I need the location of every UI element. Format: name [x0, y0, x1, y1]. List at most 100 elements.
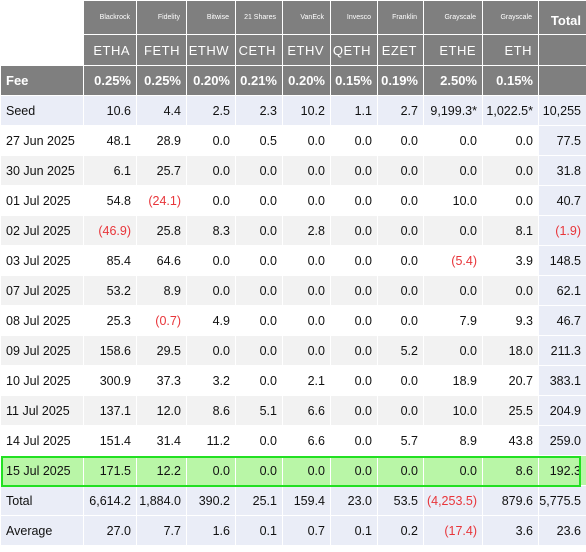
flow-cell: 0.0 — [282, 275, 331, 306]
table-body: Seed 10.6 4.4 2.5 2.3 10.2 1.1 2.7 9,199.3* 1,022… — [0, 95, 586, 546]
flow-cell: 28.9 — [136, 125, 187, 156]
fee-label: Fee — [0, 65, 84, 96]
ticker-label: QETH — [330, 34, 378, 66]
flow-cell: 10.6 — [83, 95, 137, 126]
flow-cell: 2.5 — [186, 95, 236, 126]
total-column-header: Total — [538, 0, 586, 35]
row-total-cell: 211.3 — [538, 335, 586, 366]
flow-cell: 18.0 — [482, 335, 539, 366]
flow-cell: 8.9 — [136, 275, 187, 306]
fee-value: 0.21% — [235, 65, 283, 96]
issuer-label: Fidelity — [136, 0, 187, 35]
row-total-cell: 40.7 — [538, 185, 586, 216]
flow-cell: 0.0 — [377, 455, 424, 486]
table-row: 02 Jul 2025 (46.9) 25.8 8.3 0.0 2.8 0.0 0.0 0.0 8… — [0, 215, 586, 246]
flow-cell: 171.5 — [83, 455, 137, 486]
flow-cell: 1,022.5* — [482, 95, 539, 126]
row-label: Average — [0, 515, 84, 546]
ticker-label: ETHA — [83, 34, 137, 66]
flow-cell: 25.8 — [136, 215, 187, 246]
flow-cell: 0.0 — [186, 335, 236, 366]
ticker-row: ETHA FETH ETHW CETH ETHV QETH EZET ETHE … — [0, 34, 586, 66]
flow-cell: 2.7 — [377, 95, 424, 126]
flow-cell: 20.7 — [482, 365, 539, 396]
row-label: 10 Jul 2025 — [0, 365, 84, 396]
flow-cell: 0.0 — [235, 155, 283, 186]
row-total-cell: 77.5 — [538, 125, 586, 156]
flow-cell: 5.2 — [377, 335, 424, 366]
summary-row: Average 27.0 7.7 1.6 0.1 0.7 0.1 0.2 (17.4) 3.6 23… — [0, 515, 586, 546]
flow-cell: 0.0 — [235, 275, 283, 306]
issuer-label: Franklin — [377, 0, 424, 35]
flow-cell: 0.0 — [482, 125, 539, 156]
flow-cell: 0.0 — [423, 275, 483, 306]
flow-cell: 6.6 — [282, 425, 331, 456]
table-row: 11 Jul 2025 137.1 12.0 8.6 5.1 6.6 0.0 0.0 10.0 2… — [0, 395, 586, 426]
row-label: Seed — [0, 95, 84, 126]
flow-cell: 0.0 — [377, 305, 424, 336]
flow-cell: 0.0 — [423, 155, 483, 186]
flow-cell: 6.6 — [282, 395, 331, 426]
flow-cell: 10.0 — [423, 395, 483, 426]
table-row: 01 Jul 2025 54.8 (24.1) 0.0 0.0 0.0 0.0 0.0 10.0… — [0, 185, 586, 216]
flow-cell: 5.7 — [377, 425, 424, 456]
flow-cell: 12.0 — [136, 395, 187, 426]
flow-cell: 25.5 — [482, 395, 539, 426]
seed-row: Seed 10.6 4.4 2.5 2.3 10.2 1.1 2.7 9,199.3* 1,022… — [0, 95, 586, 126]
issuer-label: Invesco — [330, 0, 378, 35]
row-total-cell: 383.1 — [538, 365, 586, 396]
flow-cell: 879.6 — [482, 485, 539, 516]
flow-cell: 0.0 — [423, 335, 483, 366]
row-label: 08 Jul 2025 — [0, 305, 84, 336]
ticker-label: ETHE — [423, 34, 483, 66]
flow-cell: 18.9 — [423, 365, 483, 396]
issuer-label: Grayscale — [423, 0, 483, 35]
issuer-label: 21 Shares — [235, 0, 283, 35]
flow-cell: 0.0 — [377, 395, 424, 426]
flow-cell: 43.8 — [482, 425, 539, 456]
table-row: 07 Jul 2025 53.2 8.9 0.0 0.0 0.0 0.0 0.0 0.0 0.0 6… — [0, 275, 586, 306]
flow-cell: 0.0 — [330, 185, 378, 216]
flow-cell: 11.2 — [186, 425, 236, 456]
row-label: 09 Jul 2025 — [0, 335, 84, 366]
total-header-filler — [538, 34, 586, 66]
flow-cell: 151.4 — [83, 425, 137, 456]
fee-row: Fee 0.25% 0.25% 0.20% 0.21% 0.20% 0.15% … — [0, 65, 586, 96]
flow-cell: 5.1 — [235, 395, 283, 426]
flow-cell: 137.1 — [83, 395, 137, 426]
flow-cell: 0.0 — [282, 125, 331, 156]
flow-cell: 0.0 — [423, 455, 483, 486]
issuer-label: Blackrock — [83, 0, 137, 35]
flow-cell: 0.0 — [186, 155, 236, 186]
flow-cell: 10.0 — [423, 185, 483, 216]
flow-cell: (17.4) — [423, 515, 483, 546]
row-total-cell: (1.9) — [538, 215, 586, 246]
flow-cell: (24.1) — [136, 185, 187, 216]
flow-cell: 12.2 — [136, 455, 187, 486]
flow-cell: 158.6 — [83, 335, 137, 366]
ticker-label: EZET — [377, 34, 424, 66]
flow-cell: 0.0 — [330, 125, 378, 156]
issuer-label: Grayscale — [482, 0, 539, 35]
flow-cell: 2.8 — [282, 215, 331, 246]
flow-cell: 0.0 — [186, 455, 236, 486]
flow-cell: 4.9 — [186, 305, 236, 336]
fee-value: 0.20% — [186, 65, 236, 96]
flow-cell: 25.7 — [136, 155, 187, 186]
flow-cell: 85.4 — [83, 245, 137, 276]
table-row: 10 Jul 2025 300.9 37.3 3.2 0.0 2.1 0.0 0.0 18.9 2… — [0, 365, 586, 396]
flow-cell: 37.3 — [136, 365, 187, 396]
flow-cell: 0.0 — [282, 245, 331, 276]
flow-cell: 0.0 — [282, 305, 331, 336]
flow-cell: 0.0 — [423, 215, 483, 246]
flow-cell: 29.5 — [136, 335, 187, 366]
flow-cell: 6,614.2 — [83, 485, 137, 516]
flow-cell: 8.6 — [186, 395, 236, 426]
flow-cell: (46.9) — [83, 215, 137, 246]
flow-cell: 0.1 — [235, 515, 283, 546]
flow-cell: (0.7) — [136, 305, 187, 336]
flow-cell: 1,884.0 — [136, 485, 187, 516]
table-row: 27 Jun 2025 48.1 28.9 0.0 0.5 0.0 0.0 0.0 0.0 0.0… — [0, 125, 586, 156]
flow-cell: 8.6 — [482, 455, 539, 486]
flow-cell: 0.0 — [235, 305, 283, 336]
